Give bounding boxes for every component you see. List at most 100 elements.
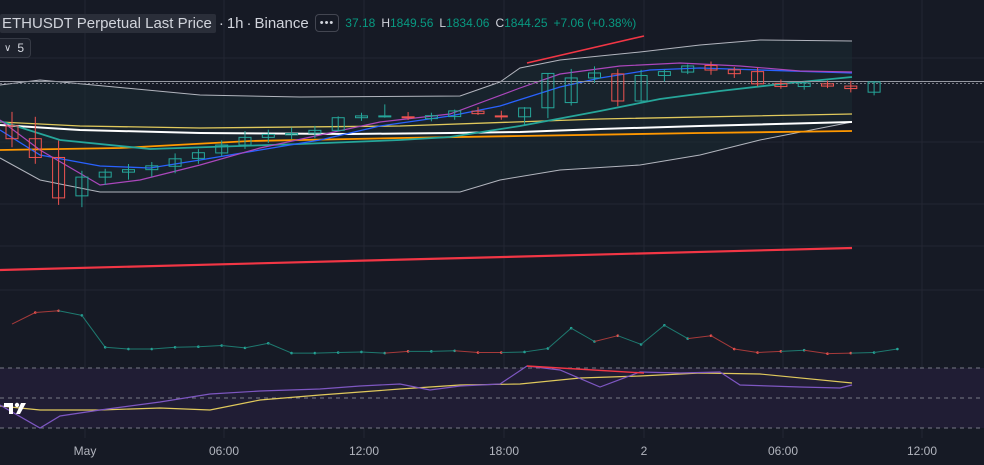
time-label: May <box>73 444 97 458</box>
volume-line-segment <box>827 352 851 355</box>
more-options-button[interactable]: ••• <box>314 14 340 32</box>
rsi-band <box>0 368 984 428</box>
ema-orange-line <box>0 130 853 151</box>
volume-line-segment <box>734 348 758 354</box>
volume-line-segment <box>640 324 665 345</box>
candle-body <box>52 156 66 199</box>
candle-body <box>75 176 89 197</box>
candle-body <box>5 125 19 140</box>
volume-line-segment <box>384 350 409 354</box>
volume-line-segment <box>151 346 176 350</box>
indicator-count: 5 <box>17 41 25 55</box>
volume-line-segment <box>547 327 572 349</box>
volume-line-segment <box>710 335 735 350</box>
volume-line-segment <box>570 327 595 342</box>
candle-body <box>867 81 881 93</box>
candle-body <box>564 77 578 104</box>
volume-line-segment <box>594 335 618 342</box>
candle-body <box>122 169 135 173</box>
volume-line-segment <box>198 345 222 348</box>
candle-body <box>28 138 42 158</box>
volume-dot <box>150 347 154 351</box>
volume-line-segment <box>268 342 292 354</box>
volume-dot <box>849 351 853 355</box>
bollinger-lower-line <box>0 121 853 193</box>
volume-dot <box>686 337 689 340</box>
bollinger-upper-line <box>0 39 853 98</box>
chevron-down-icon: ∨ <box>4 42 12 54</box>
interval-label[interactable]: 1h <box>226 14 244 32</box>
time-label: 18:00 <box>488 444 520 458</box>
volume-line-segment <box>35 310 59 313</box>
separator-dot: · <box>246 14 252 32</box>
close-value: 1844.25 <box>504 16 548 30</box>
time-label: 2 <box>640 444 648 458</box>
candle-body <box>518 107 532 118</box>
candle-body <box>634 74 648 102</box>
candle-body <box>261 133 275 138</box>
tradingview-logo[interactable] <box>2 398 30 418</box>
close-key: C <box>495 16 505 30</box>
volume-line-segment <box>175 346 199 348</box>
ema-blue-line <box>0 67 853 169</box>
sma-long-white-line <box>0 121 853 136</box>
volume-dot <box>756 351 759 354</box>
candle-body <box>145 165 159 171</box>
high-key: H <box>381 16 390 30</box>
candle-body <box>774 82 788 88</box>
volume-line-segment <box>874 348 898 354</box>
volume-line-segment <box>757 350 781 354</box>
candle-body <box>191 152 205 159</box>
candle-body <box>401 116 415 119</box>
indicators-toggle[interactable]: ∨ 5 <box>0 38 32 58</box>
low-key: L <box>439 16 447 30</box>
volume-dot <box>896 347 899 351</box>
symbol-title[interactable]: ETHUSDT Perpetual Last Price <box>0 13 216 33</box>
candle-body <box>331 117 345 131</box>
volume-dot <box>336 351 340 354</box>
volume-dot <box>872 351 876 354</box>
time-label: 12:00 <box>348 444 380 458</box>
volume-line-segment <box>501 351 525 354</box>
exchange-label[interactable]: Binance <box>254 14 309 32</box>
rsi-line <box>0 365 853 429</box>
candle-body <box>751 71 765 85</box>
candle-body <box>355 115 368 119</box>
candle-body <box>494 115 508 118</box>
time-label: 06:00 <box>767 444 799 458</box>
volume-line-segment <box>780 349 805 352</box>
low-value: 1834.06 <box>446 16 490 30</box>
volume-line-segment <box>314 352 339 354</box>
volume-line-segment <box>431 350 455 352</box>
volume-line-segment <box>11 312 36 325</box>
separator-dot: · <box>218 14 224 32</box>
rsi-divergence-line <box>526 365 645 374</box>
candle-body <box>588 72 601 79</box>
volume-line-segment <box>850 352 875 354</box>
candle-body <box>821 83 834 87</box>
candle-body <box>98 171 112 178</box>
sma-yellow-line <box>0 113 853 129</box>
divergence-line-red <box>526 35 645 64</box>
volume-line-segment <box>664 324 688 340</box>
open-value: 37.18 <box>345 16 376 30</box>
change-value: +7.06 (+0.38%) <box>553 16 637 30</box>
candle-body <box>168 158 182 167</box>
high-value: 1849.56 <box>389 16 434 30</box>
candle-body <box>308 129 322 134</box>
volume-line-segment <box>687 335 712 340</box>
volume-line-segment <box>244 342 269 349</box>
legend-header: ETHUSDT Perpetual Last Price · 1h · Bina… <box>0 12 642 34</box>
candle-body <box>797 82 811 88</box>
candle-body <box>215 144 229 154</box>
candle-body <box>704 65 718 71</box>
candle-body <box>285 133 299 136</box>
volume-dot <box>500 351 503 354</box>
volume-line-segment <box>617 335 642 345</box>
time-label: 12:00 <box>906 444 938 458</box>
candle-body <box>238 136 252 146</box>
trend-line-red <box>0 246 853 272</box>
candle-body <box>727 69 741 75</box>
